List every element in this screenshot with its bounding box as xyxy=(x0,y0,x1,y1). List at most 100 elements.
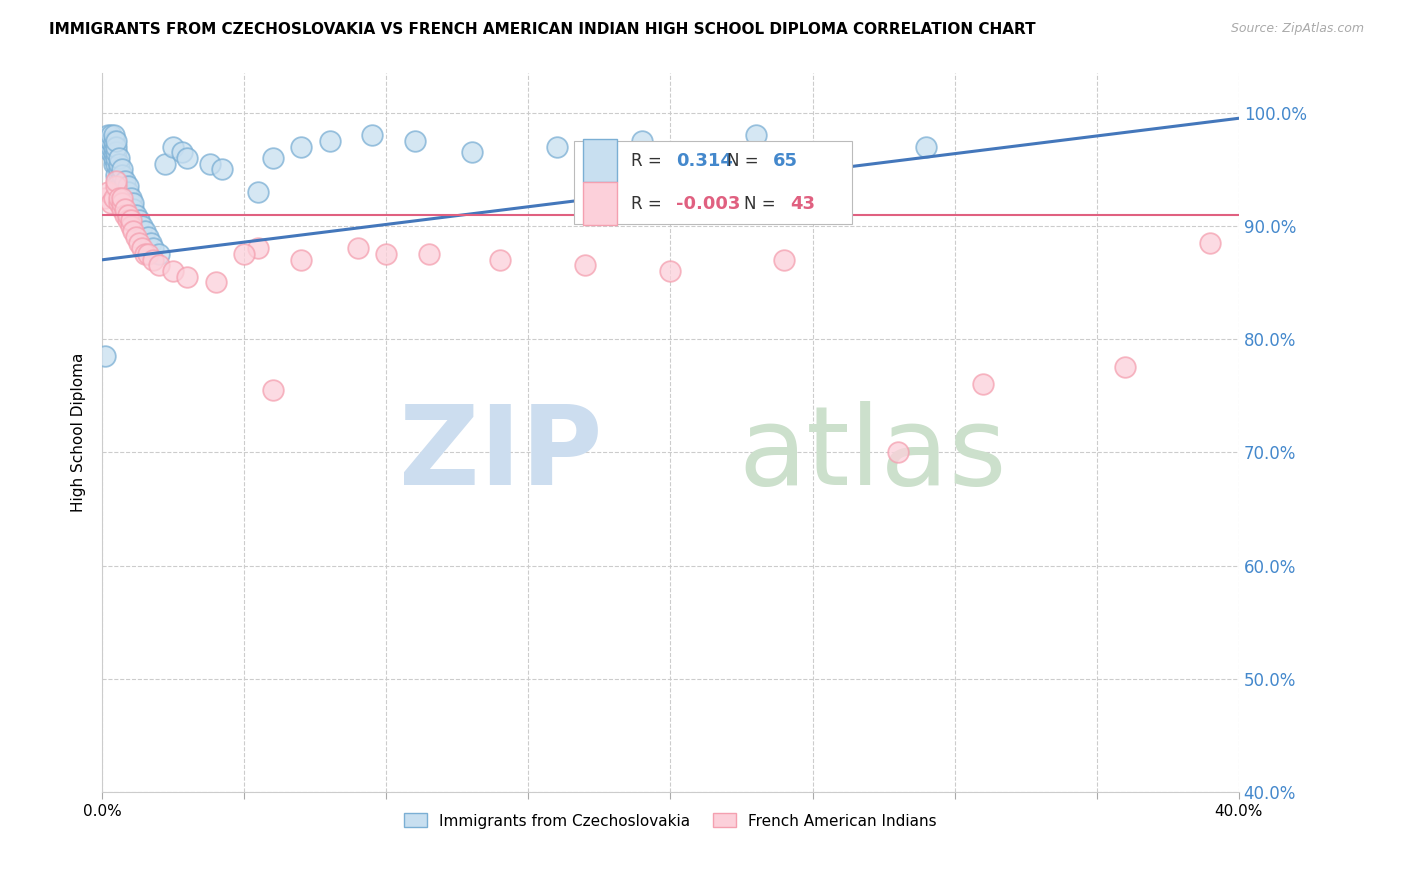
Point xyxy=(103,134,125,148)
Point xyxy=(100,196,122,211)
Point xyxy=(460,145,482,160)
Point xyxy=(100,128,122,143)
Point xyxy=(111,179,134,194)
Point xyxy=(631,134,654,148)
Text: atlas: atlas xyxy=(738,401,1007,508)
Point xyxy=(114,207,136,221)
Point xyxy=(198,156,221,170)
Point xyxy=(162,264,184,278)
Point xyxy=(100,134,122,148)
Text: 43: 43 xyxy=(790,194,815,213)
Point xyxy=(347,242,370,256)
Point xyxy=(318,134,340,148)
FancyBboxPatch shape xyxy=(583,182,617,226)
Point xyxy=(100,145,122,160)
Point xyxy=(105,139,128,153)
Point xyxy=(290,252,312,267)
Point xyxy=(105,168,128,182)
Text: N =: N = xyxy=(744,194,782,213)
Text: Source: ZipAtlas.com: Source: ZipAtlas.com xyxy=(1230,22,1364,36)
Point xyxy=(108,156,131,170)
Point xyxy=(1114,360,1136,375)
Point xyxy=(103,151,125,165)
Point xyxy=(117,213,139,227)
Point xyxy=(108,173,131,187)
Point xyxy=(418,247,440,261)
Point xyxy=(117,190,139,204)
Point xyxy=(233,247,256,261)
Point xyxy=(773,252,796,267)
Point xyxy=(114,185,136,199)
Point xyxy=(574,259,596,273)
Point xyxy=(162,139,184,153)
Point xyxy=(114,179,136,194)
Point xyxy=(134,225,156,239)
Point xyxy=(108,162,131,177)
Point xyxy=(100,139,122,153)
Point xyxy=(120,196,142,211)
Point xyxy=(128,213,150,227)
Point xyxy=(111,173,134,187)
Point xyxy=(97,128,120,143)
Point xyxy=(111,196,134,211)
Point xyxy=(142,252,165,267)
Point xyxy=(117,185,139,199)
Point xyxy=(136,247,159,261)
Point xyxy=(111,202,134,216)
Text: IMMIGRANTS FROM CZECHOSLOVAKIA VS FRENCH AMERICAN INDIAN HIGH SCHOOL DIPLOMA COR: IMMIGRANTS FROM CZECHOSLOVAKIA VS FRENCH… xyxy=(49,22,1036,37)
Point xyxy=(176,151,198,165)
Point xyxy=(128,235,150,250)
Point xyxy=(887,445,910,459)
Point xyxy=(108,190,131,204)
Point xyxy=(247,185,270,199)
Point xyxy=(105,151,128,165)
Point xyxy=(262,151,284,165)
Text: 65: 65 xyxy=(773,152,797,169)
Point xyxy=(139,235,162,250)
Point xyxy=(111,162,134,177)
Point xyxy=(170,145,193,160)
Point xyxy=(97,139,120,153)
Point xyxy=(290,139,312,153)
Point xyxy=(211,162,233,177)
Point xyxy=(247,242,270,256)
FancyBboxPatch shape xyxy=(583,139,617,182)
Point xyxy=(142,242,165,256)
Point xyxy=(125,207,148,221)
Point xyxy=(114,202,136,216)
Point xyxy=(131,219,153,233)
Point xyxy=(1199,235,1222,250)
Point xyxy=(125,230,148,244)
Text: N =: N = xyxy=(727,152,765,169)
Point xyxy=(108,151,131,165)
Point xyxy=(745,128,768,143)
Point xyxy=(361,128,384,143)
Text: 0.314: 0.314 xyxy=(676,152,733,169)
Point xyxy=(108,196,131,211)
Point xyxy=(105,134,128,148)
Point xyxy=(122,202,145,216)
Point xyxy=(176,269,198,284)
Point xyxy=(136,230,159,244)
Point xyxy=(915,139,938,153)
Point xyxy=(489,252,512,267)
Point xyxy=(114,173,136,187)
Point xyxy=(546,139,568,153)
Point xyxy=(97,185,120,199)
Point xyxy=(111,190,134,204)
Text: ZIP: ZIP xyxy=(399,401,602,508)
Point xyxy=(148,247,170,261)
Y-axis label: High School Diploma: High School Diploma xyxy=(72,352,86,512)
Point xyxy=(111,168,134,182)
Point xyxy=(94,190,117,204)
FancyBboxPatch shape xyxy=(574,141,852,224)
Point xyxy=(122,196,145,211)
Point xyxy=(100,134,122,148)
Point xyxy=(94,349,117,363)
Text: -0.003: -0.003 xyxy=(676,194,741,213)
Point xyxy=(117,207,139,221)
Text: R =: R = xyxy=(631,152,666,169)
Point xyxy=(103,145,125,160)
Point xyxy=(105,145,128,160)
Point xyxy=(108,168,131,182)
